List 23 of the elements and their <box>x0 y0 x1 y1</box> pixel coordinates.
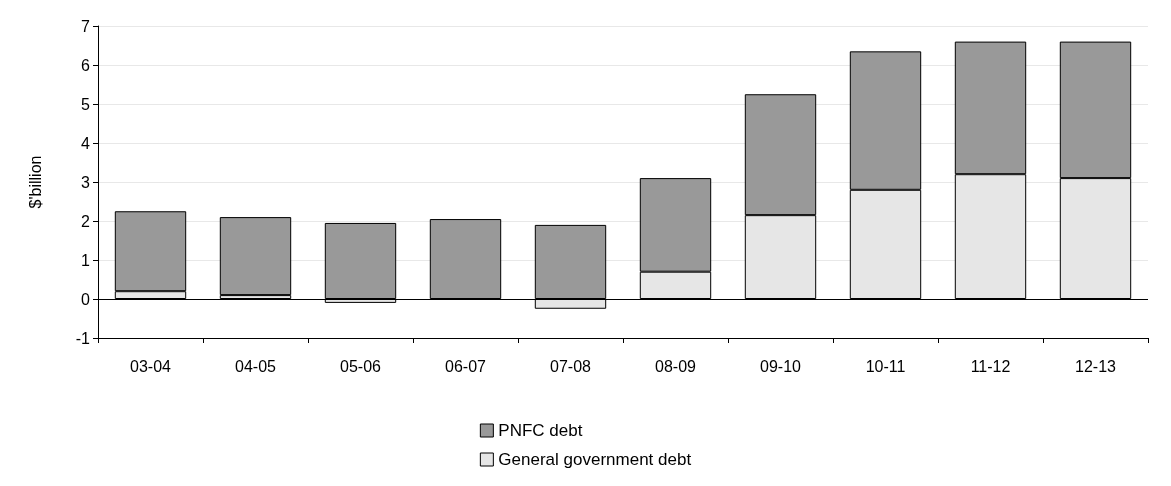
y-tick-label: 4 <box>81 134 91 152</box>
bar <box>219 217 292 296</box>
y-tick-label: 6 <box>81 56 91 74</box>
x-tick-label: 04-05 <box>235 357 277 375</box>
x-tick-label: 08-09 <box>655 357 697 375</box>
x-tick-label: 11-12 <box>970 357 1011 375</box>
y-tick-label: 7 <box>81 17 91 35</box>
x-tick-label: 06-07 <box>445 357 487 375</box>
x-tick-label: 07-08 <box>550 357 592 375</box>
legend-label: PNFC debt <box>498 421 583 440</box>
y-axis-title: $'billion <box>26 155 44 209</box>
x-tick-label: 09-10 <box>760 357 802 375</box>
y-tick-label: 2 <box>81 212 91 230</box>
x-tick-label: 10-11 <box>865 357 906 375</box>
y-tick-label: 0 <box>81 290 91 308</box>
x-tick-label: 05-06 <box>340 357 382 375</box>
legend-label: General government debt <box>498 450 692 469</box>
x-tick-label: 03-04 <box>130 357 172 375</box>
y-tick-label: 1 <box>81 251 91 269</box>
x-tick-label: 12-13 <box>1075 357 1117 375</box>
y-tick-label: 3 <box>81 173 91 191</box>
y-tick-label: 5 <box>81 95 91 113</box>
y-tick-label: -1 <box>75 329 91 347</box>
